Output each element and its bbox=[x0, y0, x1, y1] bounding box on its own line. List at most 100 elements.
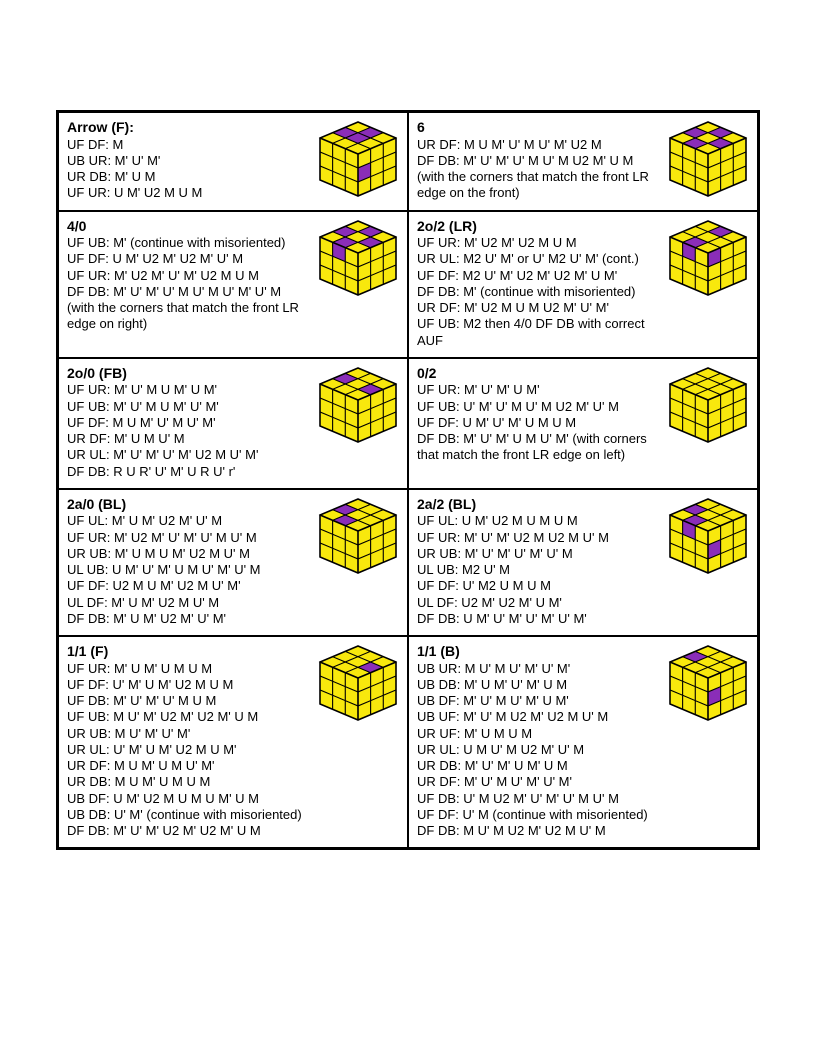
algorithm-line: UL DF: U2 M' U2 M' U M' bbox=[417, 595, 661, 611]
cube-diagram bbox=[667, 220, 749, 298]
algorithm-line: UR UF: M' U M U M bbox=[417, 726, 661, 742]
algorithm-line: UB DF: U M' U2 M U M U M' U M bbox=[67, 791, 311, 807]
grid-row: 2a/0 (BL)UF UL: M' U M' U2 M' U' MUF UR:… bbox=[58, 489, 758, 636]
algorithm-line: DF DB: M' U' M' U M U' M' (with corners … bbox=[417, 431, 661, 464]
cube-diagram bbox=[317, 220, 399, 298]
algorithm-line: UF DB: U' M U2 M' U' M' U' M U' M bbox=[417, 791, 661, 807]
algorithm-line: UF UR: M' U' M' U M' bbox=[417, 382, 661, 398]
algorithm-line: UB DB: U' M' (continue with misoriented) bbox=[67, 807, 311, 823]
algorithm-line: UF UR: U M' U2 M U M bbox=[67, 185, 311, 201]
algorithm-line: UR UB: M' U M U M' U2 M U' M bbox=[67, 546, 311, 562]
grid-row: 1/1 (F)UF UR: M' U M' U M U MUF DF: U' M… bbox=[58, 636, 758, 848]
algorithm-line: UF UB: M' (continue with misoriented) bbox=[67, 235, 311, 251]
algorithm-line: UR DB: M' U' M' U M' U M bbox=[417, 758, 661, 774]
cell-title: 2o/2 (LR) bbox=[417, 218, 661, 236]
grid-row: 4/0UF UB: M' (continue with misoriented)… bbox=[58, 211, 758, 358]
algorithm-line: DF DB: M' U' M' U' M U' M U' M' U' M bbox=[67, 284, 311, 300]
cell-title: 6 bbox=[417, 119, 661, 137]
algorithm-line: UF DF: U M' U2 M' U2 M' U' M bbox=[67, 251, 311, 267]
algorithm-line: UB DF: M' U' M U' M' U M' bbox=[417, 693, 661, 709]
algorithm-line: DF DB: M' U' M' U' M U' M U2 M' U M bbox=[417, 153, 661, 169]
cell-title: 2o/0 (FB) bbox=[67, 365, 311, 383]
cube-diagram bbox=[667, 498, 749, 576]
algorithm-line: UF DF: U' M (continue with misoriented) bbox=[417, 807, 661, 823]
algorithm-cell: 0/2UF UR: M' U' M' U M'UF UB: U' M' U' M… bbox=[408, 358, 758, 489]
algorithm-line: UB UF: M' U' M U2 M' U2 M U' M bbox=[417, 709, 661, 725]
algorithm-line: UF DB: M' U' M' U' M U M bbox=[67, 693, 311, 709]
algorithm-line: DF DB: M' U' M' U2 M' U2 M' U M bbox=[67, 823, 311, 839]
algorithm-line: UR DF: M' U2 M U M U2 M' U' M' bbox=[417, 300, 661, 316]
algorithm-line: DF DB: M' (continue with misoriented) bbox=[417, 284, 661, 300]
algorithm-line: UL DF: M' U M' U2 M U' M bbox=[67, 595, 311, 611]
algorithm-line: UR UB: M U' M' U' M' bbox=[67, 726, 311, 742]
algorithm-line: UR UL: M2 U' M' or U' M2 U' M' (cont.) bbox=[417, 251, 661, 267]
algorithm-line: UF UR: M' U' M' U2 M U2 M U' M bbox=[417, 530, 661, 546]
algorithm-line: UF DF: M2 U' M' U2 M' U2 M' U M' bbox=[417, 268, 661, 284]
algorithm-line: DF DB: R U R' U' M' U R U' r' bbox=[67, 464, 311, 480]
algorithm-cell: 6UR DF: M U M' U' M U' M' U2 MDF DB: M' … bbox=[408, 112, 758, 211]
cell-title: 2a/0 (BL) bbox=[67, 496, 311, 514]
algorithm-line: UB DB: M' U M' U' M' U M bbox=[417, 677, 661, 693]
algorithm-line: UF DF: M bbox=[67, 137, 311, 153]
algorithm-line: UR DF: M' U' M U' M' U' M' bbox=[417, 774, 661, 790]
algorithm-line: UL UB: M2 U' M bbox=[417, 562, 661, 578]
cell-title: 1/1 (F) bbox=[67, 643, 311, 661]
algorithm-cell: Arrow (F):UF DF: MUB UR: M' U' M'UR DB: … bbox=[58, 112, 408, 211]
algorithm-line: DF DB: U M' U' M' U' M' U' M' bbox=[417, 611, 661, 627]
algorithm-line: UL UB: U M' U' M' U M U' M' U' M bbox=[67, 562, 311, 578]
algorithm-line: UR DF: M U M' U M U' M' bbox=[67, 758, 311, 774]
algorithm-line: UR DB: M' U M bbox=[67, 169, 311, 185]
grid-row: 2o/0 (FB)UF UR: M' U' M U M' U M'UF UB: … bbox=[58, 358, 758, 489]
algorithm-line: UR DF: M' U M U' M bbox=[67, 431, 311, 447]
algorithm-cell: 2a/2 (BL)UF UL: U M' U2 M U M U MUF UR: … bbox=[408, 489, 758, 636]
algorithm-line: UF DF: U2 M U M' U2 M U' M' bbox=[67, 578, 311, 594]
cube-diagram bbox=[317, 367, 399, 445]
cube-diagram bbox=[667, 367, 749, 445]
grid-row: Arrow (F):UF DF: MUB UR: M' U' M'UR DB: … bbox=[58, 112, 758, 211]
algorithm-cell: 1/1 (F)UF UR: M' U M' U M U MUF DF: U' M… bbox=[58, 636, 408, 848]
algorithm-line: UF UB: M2 then 4/0 DF DB with correct AU… bbox=[417, 316, 661, 349]
algorithm-line: UF UR: M' U2 M' U' M' U' M U' M bbox=[67, 530, 311, 546]
algorithm-line: (with the corners that match the front L… bbox=[67, 300, 311, 333]
algorithm-line: UR UL: U' M' U M' U2 M U M' bbox=[67, 742, 311, 758]
algorithm-line: UF DF: U' M2 U M U M bbox=[417, 578, 661, 594]
algorithm-line: UF UB: U' M' U' M U' M U2 M' U' M bbox=[417, 399, 661, 415]
algorithm-line: UF UB: M' U' M U M' U' M' bbox=[67, 399, 311, 415]
algorithm-line: UF UL: M' U M' U2 M' U' M bbox=[67, 513, 311, 529]
algorithm-cell: 2o/0 (FB)UF UR: M' U' M U M' U M'UF UB: … bbox=[58, 358, 408, 489]
algorithm-line: UF UB: M U' M' U2 M' U2 M' U M bbox=[67, 709, 311, 725]
algorithm-line: UF DF: M U M' U' M U' M' bbox=[67, 415, 311, 431]
algorithm-cell: 2o/2 (LR)UF UR: M' U2 M' U2 M U MUR UL: … bbox=[408, 211, 758, 358]
cell-title: 0/2 bbox=[417, 365, 661, 383]
page: Arrow (F):UF DF: MUB UR: M' U' M'UR DB: … bbox=[0, 0, 816, 910]
algorithm-line: UF UR: M' U2 M' U2 M U M bbox=[417, 235, 661, 251]
algorithm-line: DF DB: M U' M U2 M' U2 M U' M bbox=[417, 823, 661, 839]
cube-diagram bbox=[317, 645, 399, 723]
algorithm-cell: 1/1 (B)UB UR: M U' M U' M' U' M'UB DB: M… bbox=[408, 636, 758, 848]
cube-diagram bbox=[667, 121, 749, 199]
cell-title: 4/0 bbox=[67, 218, 311, 236]
algorithm-line: UF UL: U M' U2 M U M U M bbox=[417, 513, 661, 529]
algorithm-line: UF DF: U' M' U M' U2 M U M bbox=[67, 677, 311, 693]
algorithm-line: UR DF: M U M' U' M U' M' U2 M bbox=[417, 137, 661, 153]
algorithm-line: UR DB: M U M' U M U M bbox=[67, 774, 311, 790]
cell-title: 2a/2 (BL) bbox=[417, 496, 661, 514]
algorithm-line: DF DB: M' U M' U2 M' U' M' bbox=[67, 611, 311, 627]
algorithm-cell: 4/0UF UB: M' (continue with misoriented)… bbox=[58, 211, 408, 358]
algorithm-line: UF UR: M' U' M U M' U M' bbox=[67, 382, 311, 398]
algorithm-line: UF DF: U M' U' M' U M U M bbox=[417, 415, 661, 431]
cell-title: 1/1 (B) bbox=[417, 643, 661, 661]
cube-diagram bbox=[317, 498, 399, 576]
algorithm-grid: Arrow (F):UF DF: MUB UR: M' U' M'UR DB: … bbox=[56, 110, 760, 850]
algorithm-line: UB UR: M U' M U' M' U' M' bbox=[417, 661, 661, 677]
algorithm-line: UB UR: M' U' M' bbox=[67, 153, 311, 169]
cube-diagram bbox=[317, 121, 399, 199]
algorithm-line: UF UR: M' U2 M' U' M' U2 M U M bbox=[67, 268, 311, 284]
cube-diagram bbox=[667, 645, 749, 723]
algorithm-line: UF UR: M' U M' U M U M bbox=[67, 661, 311, 677]
algorithm-line: (with the corners that match the front L… bbox=[417, 169, 661, 202]
algorithm-cell: 2a/0 (BL)UF UL: M' U M' U2 M' U' MUF UR:… bbox=[58, 489, 408, 636]
cell-title: Arrow (F): bbox=[67, 119, 311, 137]
algorithm-line: UR UL: M' U' M' U' M' U2 M U' M' bbox=[67, 447, 311, 463]
algorithm-line: UR UB: M' U' M' U' M' U' M bbox=[417, 546, 661, 562]
